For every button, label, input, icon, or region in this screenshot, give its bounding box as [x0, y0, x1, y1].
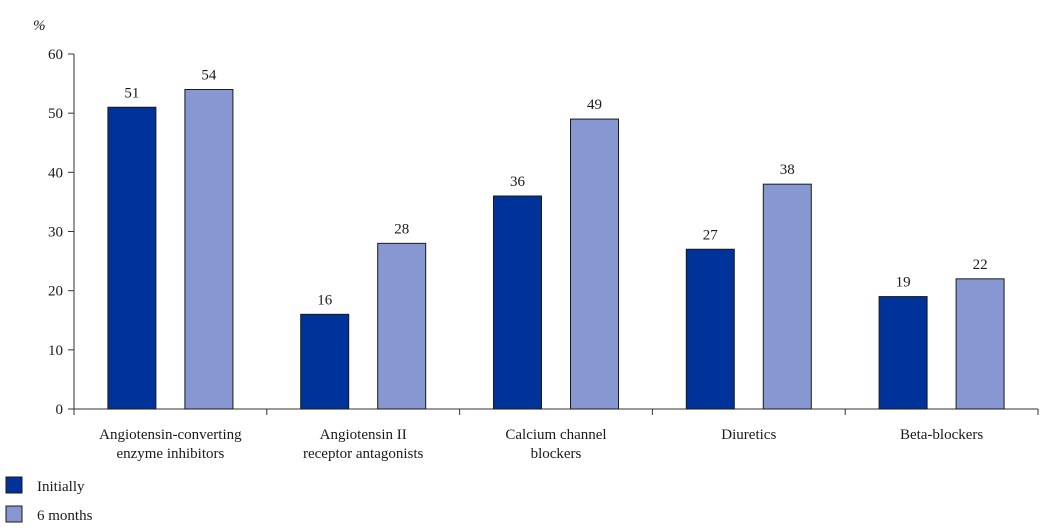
category-label: Calcium channel blockers — [505, 427, 606, 462]
bar-6-months — [377, 242, 427, 410]
y-tick-label: 0 — [56, 402, 64, 418]
y-tick-label: 10 — [48, 343, 63, 359]
category-label: Angiotensin II receptor antagonists — [303, 427, 424, 462]
legend-label: 6 months — [37, 508, 93, 524]
legend-label: Initially — [37, 479, 85, 495]
category-label-line: Calcium channel — [505, 427, 606, 443]
category-label: Beta-blockers — [900, 427, 983, 443]
bar-6-months — [184, 89, 234, 410]
category-label-line: Angiotensin II — [320, 427, 407, 443]
bar-initially — [107, 106, 157, 410]
data-label: 38 — [780, 162, 795, 178]
category-label: Angiotensin-converting enzyme inhibitors — [99, 427, 242, 462]
bar-6-months — [762, 183, 812, 410]
bar-6-months — [570, 118, 619, 410]
x-axis: Angiotensin-converting enzyme inhibitorsA… — [73, 408, 1039, 462]
y-tick-label: 60 — [48, 47, 63, 63]
category-label: Diuretics — [721, 427, 776, 443]
y-tick-label: 20 — [48, 284, 63, 300]
data-label: 22 — [973, 257, 988, 273]
bar-initially — [685, 248, 735, 410]
bar-initially — [878, 296, 928, 410]
bars-group: 51 54 16 28 36 49 27 38 19 22 — [107, 68, 1005, 410]
data-label: 27 — [703, 227, 719, 243]
y-tick-label: 40 — [48, 165, 63, 181]
y-axis: 0 10 20 30 40 50 60 — [48, 47, 75, 418]
legend: Initially 6 months — [5, 476, 93, 524]
legend-swatch — [5, 476, 23, 494]
y-axis-unit-label: % — [33, 18, 46, 34]
category-label-line: Angiotensin-converting — [99, 427, 242, 443]
category-label-line: Beta-blockers — [900, 427, 983, 443]
bar-initially — [300, 313, 350, 410]
data-label: 19 — [896, 275, 911, 291]
category-label-line: receptor antagonists — [303, 446, 424, 462]
data-label: 49 — [587, 97, 602, 113]
bar-6-months — [955, 278, 1005, 410]
y-tick-label: 50 — [48, 106, 63, 122]
data-label: 28 — [394, 221, 409, 237]
category-label-line: Diuretics — [721, 427, 776, 443]
bar-initially — [493, 195, 542, 410]
data-label: 36 — [510, 174, 526, 190]
category-label-line: enzyme inhibitors — [116, 446, 224, 462]
data-label: 51 — [124, 85, 139, 101]
data-label: 16 — [317, 292, 333, 308]
category-label-line: blockers — [531, 446, 582, 462]
y-tick-label: 30 — [48, 225, 63, 241]
legend-swatch — [5, 505, 23, 523]
data-label: 54 — [201, 68, 217, 84]
